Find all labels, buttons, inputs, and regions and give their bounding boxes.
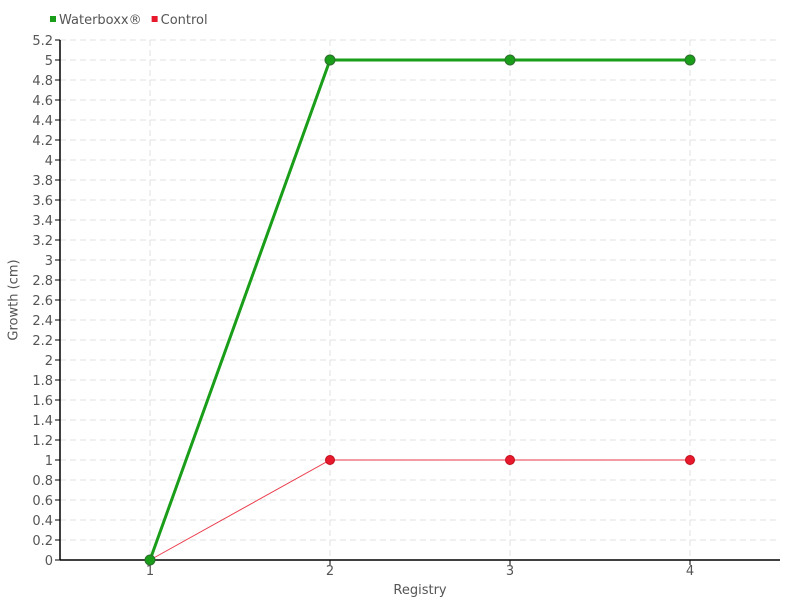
data-point [685,455,695,465]
y-tick-label: 4.4 [32,114,53,129]
y-tick-label: 2.4 [32,314,53,329]
x-tick-label: 1 [146,564,154,579]
y-tick-label: 2.2 [32,334,53,349]
data-point [144,554,156,566]
y-tick-label: 4.8 [32,74,53,89]
y-tick-label: 1.4 [32,414,53,429]
y-tick-label: 2.8 [32,274,53,289]
series-line-1 [149,459,690,561]
y-tick-label: 1.6 [32,394,53,409]
data-point [325,455,335,465]
legend-label: Waterboxx® [59,13,142,28]
y-tick-label: 1 [45,454,53,469]
series-line-0 [148,58,690,561]
data-point [504,54,516,66]
data-point [684,54,696,66]
y-tick-label: 0.6 [32,494,53,509]
data-point [324,54,336,66]
y-tick-label: 1.8 [32,374,53,389]
y-tick-label: 3 [45,254,53,269]
x-axis-label: Registry [393,583,447,598]
y-tick-label: 3.6 [32,194,53,209]
x-tick-label: 3 [506,564,514,579]
legend-marker [50,16,56,22]
y-tick-label: 5.2 [32,34,53,49]
y-tick-label: 2.6 [32,294,53,309]
y-tick-label: 4.6 [32,94,53,109]
y-tick-label: 2 [45,354,53,369]
data-point [505,455,515,465]
y-axis-label: Growth (cm) [7,259,22,340]
y-tick-label: 0.4 [32,514,53,529]
y-tick-label: 1.2 [32,434,53,449]
y-tick-label: 4.2 [32,134,53,149]
legend-marker [151,16,158,22]
x-tick-label: 2 [326,564,334,579]
legend-label: Control [161,13,208,28]
y-tick-label: 0.2 [32,534,53,549]
y-tick-label: 0.8 [32,474,53,489]
y-tick-label: 3.8 [32,174,53,189]
y-tick-label: 3.2 [32,234,53,249]
y-tick-label: 5 [45,54,53,69]
y-tick-label: 3.4 [32,214,53,229]
x-tick-label: 4 [686,564,694,579]
y-tick-label: 0 [45,554,53,569]
y-tick-label: 4 [45,154,53,169]
